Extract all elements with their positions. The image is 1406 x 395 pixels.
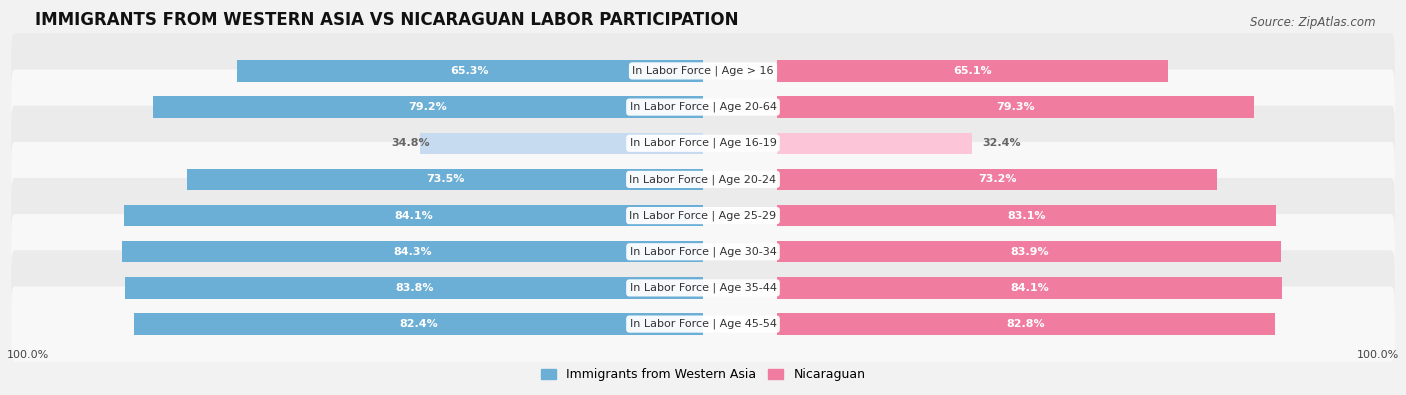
Bar bbox=[236, 60, 703, 82]
Text: In Labor Force | Age 30-34: In Labor Force | Age 30-34 bbox=[630, 246, 776, 257]
Text: In Labor Force | Age 16-19: In Labor Force | Age 16-19 bbox=[630, 138, 776, 149]
Bar bbox=[125, 277, 703, 299]
Text: In Labor Force | Age 45-54: In Labor Force | Age 45-54 bbox=[630, 319, 776, 329]
Text: 83.1%: 83.1% bbox=[1008, 211, 1046, 220]
Text: IMMIGRANTS FROM WESTERN ASIA VS NICARAGUAN LABOR PARTICIPATION: IMMIGRANTS FROM WESTERN ASIA VS NICARAGU… bbox=[35, 11, 738, 29]
Bar bbox=[124, 205, 703, 226]
Text: 82.8%: 82.8% bbox=[1007, 319, 1045, 329]
FancyBboxPatch shape bbox=[11, 142, 1395, 217]
FancyBboxPatch shape bbox=[11, 250, 1395, 325]
Text: 82.4%: 82.4% bbox=[399, 319, 437, 329]
Text: 73.2%: 73.2% bbox=[977, 175, 1017, 184]
Text: 79.2%: 79.2% bbox=[409, 102, 447, 112]
Bar bbox=[420, 133, 703, 154]
Text: In Labor Force | Age 20-24: In Labor Force | Age 20-24 bbox=[630, 174, 776, 185]
FancyBboxPatch shape bbox=[11, 214, 1395, 290]
Bar bbox=[778, 241, 1281, 262]
FancyBboxPatch shape bbox=[11, 286, 1395, 362]
Text: 83.8%: 83.8% bbox=[395, 283, 433, 293]
Bar bbox=[187, 169, 703, 190]
Text: 32.4%: 32.4% bbox=[981, 138, 1021, 148]
Text: 84.1%: 84.1% bbox=[1011, 283, 1049, 293]
Bar bbox=[778, 96, 1254, 118]
Bar bbox=[153, 96, 703, 118]
Bar bbox=[134, 313, 703, 335]
Text: 73.5%: 73.5% bbox=[426, 175, 464, 184]
Text: 84.1%: 84.1% bbox=[394, 211, 433, 220]
Bar bbox=[778, 205, 1277, 226]
Legend: Immigrants from Western Asia, Nicaraguan: Immigrants from Western Asia, Nicaraguan bbox=[536, 363, 870, 386]
Bar bbox=[122, 241, 703, 262]
Text: 84.3%: 84.3% bbox=[394, 247, 432, 257]
Text: In Labor Force | Age 25-29: In Labor Force | Age 25-29 bbox=[630, 210, 776, 221]
Text: In Labor Force | Age 20-64: In Labor Force | Age 20-64 bbox=[630, 102, 776, 112]
Bar bbox=[778, 133, 972, 154]
Text: 79.3%: 79.3% bbox=[995, 102, 1035, 112]
Text: 65.1%: 65.1% bbox=[953, 66, 993, 76]
Text: Source: ZipAtlas.com: Source: ZipAtlas.com bbox=[1250, 16, 1375, 29]
Bar bbox=[778, 60, 1168, 82]
FancyBboxPatch shape bbox=[11, 70, 1395, 145]
Bar bbox=[778, 169, 1218, 190]
Text: 65.3%: 65.3% bbox=[450, 66, 489, 76]
Bar bbox=[778, 313, 1275, 335]
FancyBboxPatch shape bbox=[11, 33, 1395, 109]
Text: In Labor Force | Age > 16: In Labor Force | Age > 16 bbox=[633, 66, 773, 76]
Text: 34.8%: 34.8% bbox=[391, 138, 430, 148]
Text: In Labor Force | Age 35-44: In Labor Force | Age 35-44 bbox=[630, 283, 776, 293]
FancyBboxPatch shape bbox=[11, 105, 1395, 181]
FancyBboxPatch shape bbox=[11, 178, 1395, 253]
Text: 83.9%: 83.9% bbox=[1010, 247, 1049, 257]
Bar bbox=[778, 277, 1282, 299]
